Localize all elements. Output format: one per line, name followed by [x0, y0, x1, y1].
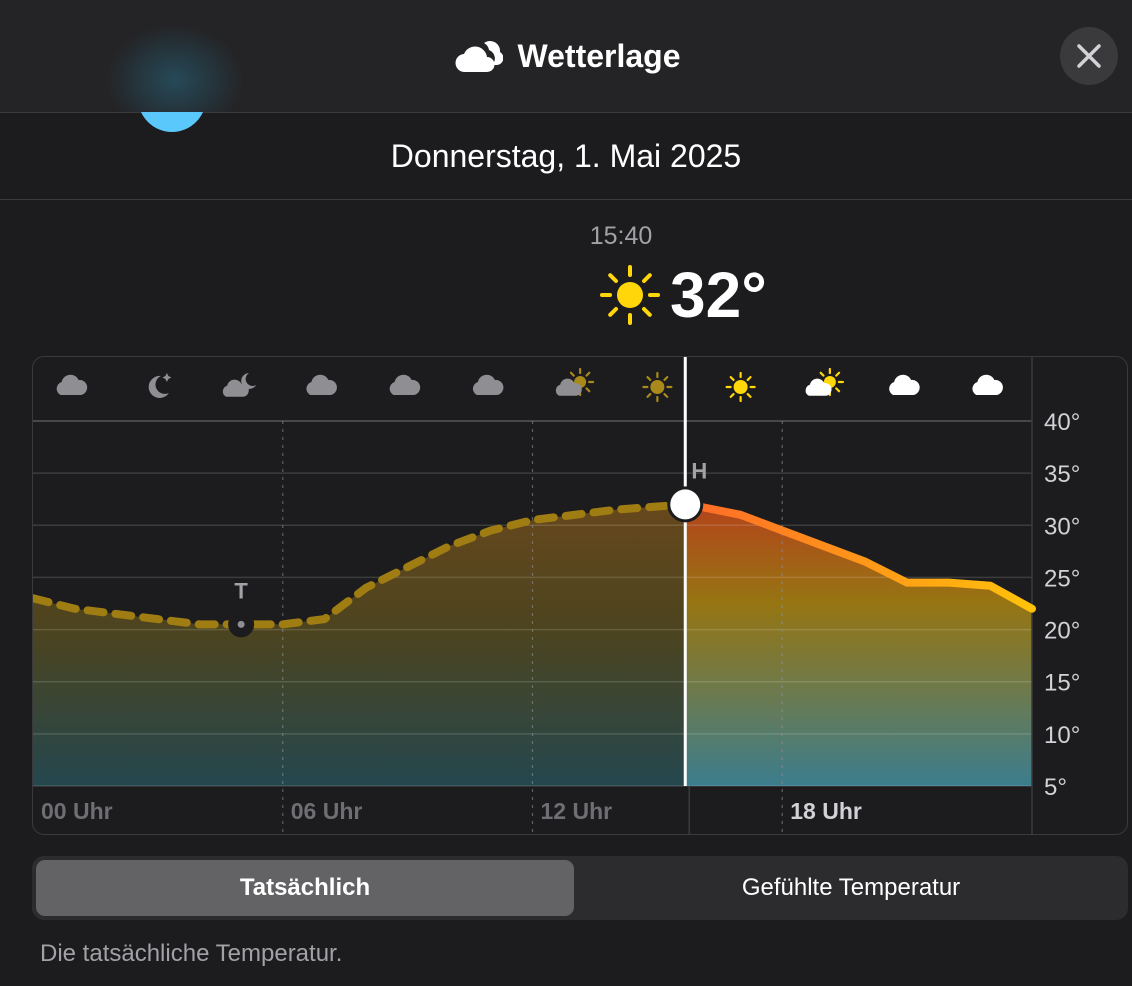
x-tick-label: 00 Uhr: [41, 798, 113, 824]
sun-ray: [663, 376, 669, 382]
segmented-control: Tatsächlich Gefühlte Temperatur: [32, 856, 1128, 920]
location-indicator: [138, 112, 206, 132]
temperature-chart-svg[interactable]: 40° 35° 30° 25° 20° 15° 10° 5° 00 Uhr 06 Uhr 12 Uh…: [33, 357, 1128, 835]
segment-actual[interactable]: Tatsächlich: [36, 860, 574, 916]
cloud-sun-icon: [805, 367, 844, 397]
x-tick-label: 06 Uhr: [291, 798, 363, 824]
cloud-icon: [972, 374, 1003, 395]
cloud-shape: [389, 374, 421, 395]
current-conditions: 32°: [598, 259, 767, 331]
sun-ray: [663, 392, 669, 398]
description-text: Die tatsächliche Temperatur.: [40, 940, 343, 967]
sun-icon: [642, 371, 673, 403]
sun-ray: [729, 376, 735, 382]
x-tick-label: 12 Uhr: [541, 798, 613, 824]
past-temperature-area: [33, 504, 686, 786]
sun-icon: [600, 265, 660, 325]
y-tick-label: 30°: [1044, 513, 1080, 540]
cloud-icon: [472, 374, 504, 395]
low-label: T: [234, 578, 248, 603]
sun-ray: [819, 371, 825, 377]
header: [0, 0, 1132, 113]
y-tick-label: 35°: [1044, 461, 1080, 488]
sun-ray: [746, 392, 752, 398]
sun-ray: [835, 387, 841, 393]
close-button[interactable]: [1060, 27, 1118, 85]
y-tick-label: 20°: [1044, 618, 1080, 645]
cloud-shape: [472, 374, 504, 395]
modal-title: Wetterlage: [517, 37, 681, 74]
cloud-icon: [306, 374, 337, 395]
cloud-icon: [389, 374, 421, 395]
cloud-icon: [889, 374, 920, 395]
past-temperature-line: [33, 500, 690, 629]
close-icon: [1077, 44, 1101, 68]
temperature-chart[interactable]: 40° 35° 30° 25° 20° 15° 10° 5° 00 Uhr 06 Uhr 12 Uh…: [32, 356, 1128, 835]
moon-stars-icon: [148, 373, 172, 398]
cloud-shape: [972, 374, 1003, 395]
sun-ray: [585, 387, 591, 393]
y-tick-label: 40°: [1044, 409, 1080, 436]
current-time: 15:40: [589, 222, 653, 250]
current-temperature: 32°: [670, 259, 767, 331]
cloud-sun-icon: [555, 367, 595, 397]
cloud-shape: [56, 374, 88, 395]
cloud-shape: [222, 379, 249, 397]
sun-icon: [725, 371, 756, 403]
header-glow: [100, 20, 250, 112]
title-bar: Wetterlage: [0, 36, 1132, 76]
sun-ray: [585, 371, 591, 377]
sun-ray: [646, 392, 652, 398]
sun-ray: [646, 376, 652, 382]
sun-disc: [733, 380, 748, 394]
cloud-icon: [56, 374, 88, 395]
sun-ray: [569, 371, 575, 377]
cloud-shape: [555, 378, 582, 396]
y-tick-label: 5°: [1044, 774, 1067, 801]
cloud-shape: [306, 374, 337, 395]
moon-shape: [148, 375, 169, 398]
x-tick-label: 18 Uhr: [790, 798, 862, 824]
cloud-moon-icon: [222, 373, 257, 397]
high-marker: [670, 489, 701, 520]
y-tick-label: 25°: [1044, 565, 1080, 592]
cloud-icon: [455, 41, 504, 73]
forecast-temperature-area: [685, 504, 1032, 786]
sun-ray: [835, 371, 841, 377]
sun-ray: [746, 376, 752, 382]
sun-disc: [650, 380, 665, 394]
forecast-temperature-line: [681, 500, 1036, 613]
sun-ray: [729, 392, 735, 398]
cloud-shape: [889, 374, 920, 395]
y-tick-label: 10°: [1044, 722, 1080, 749]
high-label: H: [691, 458, 707, 483]
date-label: Donnerstag, 1. Mai 2025: [0, 113, 1132, 200]
segment-feels-like[interactable]: Gefühlte Temperatur: [741, 874, 961, 901]
star-shape: [162, 373, 172, 382]
y-tick-label: 15°: [1044, 670, 1080, 697]
low-marker: [237, 620, 245, 628]
cloud-shape: [805, 378, 832, 396]
